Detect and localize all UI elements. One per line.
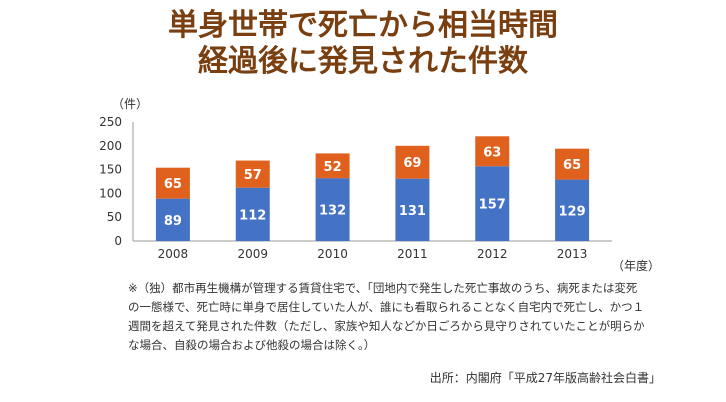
- bar-segment-2011-2: [395, 145, 430, 179]
- data-label: 63: [483, 145, 501, 160]
- y-axis-label: （件）: [112, 97, 148, 111]
- x-tick-label: 2012: [477, 247, 508, 261]
- bar-segment-2012-1: [475, 166, 510, 241]
- bar-segment-2012-2: [475, 136, 510, 167]
- data-label: 132: [319, 204, 346, 219]
- footnote: ※（独）都市再生機構が管理する賃貸住宅で、「団地内で発生した死亡事故のうち、病死…: [128, 281, 645, 352]
- bar-segment-2008-1: [155, 198, 190, 241]
- stacked-bar-chart: （件） 0 50 100 150 200 250 89 65 2008 112 57 2009 132 52…: [99, 97, 660, 273]
- x-tick-label: 2013: [557, 247, 588, 261]
- bar-segment-2013-1: [555, 179, 590, 241]
- data-label: 89: [164, 214, 182, 229]
- data-label: 157: [479, 198, 506, 213]
- y-tick-label: 0: [114, 234, 122, 248]
- bar-segment-2009-2: [235, 160, 270, 188]
- bar-segment-2009-1: [235, 187, 270, 241]
- x-axis-label: （年度）: [612, 258, 660, 273]
- bar-segment-2010-1: [315, 178, 350, 241]
- bar-segment-2013-2: [555, 148, 590, 180]
- y-tick-label: 200: [99, 139, 122, 153]
- x-tick-label: 2011: [397, 247, 428, 261]
- data-label: 65: [563, 158, 581, 173]
- bar-segment-2011-1: [395, 178, 430, 241]
- data-label: 57: [244, 168, 262, 183]
- chart-title-line1: 単身世帯で死亡から相当時間: [168, 8, 558, 43]
- y-tick-label: 50: [107, 210, 122, 224]
- data-label: 52: [324, 160, 342, 175]
- data-label: 69: [403, 156, 421, 171]
- y-tick-label: 150: [99, 163, 122, 177]
- chart-title-line2: 経過後に発見された件数: [198, 44, 528, 79]
- x-tick-label: 2009: [237, 247, 268, 261]
- data-label: 129: [559, 204, 586, 219]
- bar-segment-2010-2: [315, 153, 350, 179]
- x-tick-label: 2010: [317, 247, 348, 261]
- y-tick-label: 250: [99, 115, 122, 129]
- data-label: 131: [399, 204, 426, 219]
- bar-segment-2008-2: [155, 167, 190, 199]
- x-tick-label: 2008: [158, 247, 189, 261]
- source-citation: 出所：内閣府「平成27年版高齢社会白書」: [429, 371, 661, 385]
- y-tick-label: 100: [99, 186, 122, 200]
- data-label: 112: [239, 208, 266, 223]
- data-label: 65: [164, 177, 182, 192]
